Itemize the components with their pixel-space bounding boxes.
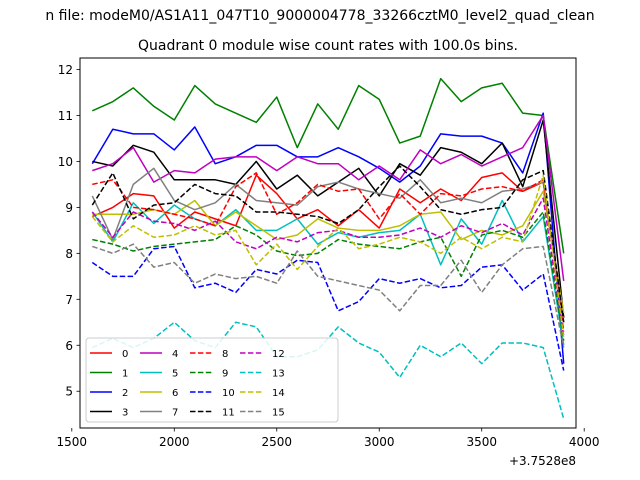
legend-label: 14 xyxy=(272,388,285,399)
x-tick-label: 1500 xyxy=(57,435,88,449)
legend-item-8: 8 xyxy=(190,349,228,360)
x-tick-label: 3000 xyxy=(364,435,395,449)
series-line-9 xyxy=(92,211,565,341)
series-line-5 xyxy=(91,199,565,346)
legend-item-4: 4 xyxy=(140,349,178,360)
series-line-4 xyxy=(92,114,565,282)
legend-label: 15 xyxy=(272,408,285,419)
legend-label: 0 xyxy=(122,349,128,360)
y-tick-label: 6 xyxy=(65,339,73,353)
legend-label: 6 xyxy=(172,388,178,399)
series-line-11 xyxy=(91,165,565,323)
legend-item-9: 9 xyxy=(190,369,228,380)
legend-item-6: 6 xyxy=(140,388,178,399)
y-axis: 5 6 7 8 9 10 11 12 xyxy=(58,63,80,399)
legend-item-13: 13 xyxy=(240,369,285,380)
legend-item-3: 3 xyxy=(90,408,128,419)
legend-item-0: 0 xyxy=(90,349,128,360)
legend-label: 12 xyxy=(272,349,285,360)
series-line-14 xyxy=(91,174,565,339)
plot-frame xyxy=(79,57,577,429)
y-tick-label: 8 xyxy=(65,247,73,261)
series-line-12 xyxy=(91,197,565,337)
y-tick-label: 10 xyxy=(58,155,73,169)
series-line-7 xyxy=(91,167,565,323)
legend-item-2: 2 xyxy=(90,388,128,399)
legend-label: 10 xyxy=(222,388,235,399)
x-offset-label: +3.7528e8 xyxy=(509,454,576,468)
series-line-3 xyxy=(92,119,565,318)
series-line-2 xyxy=(91,112,565,364)
legend-item-1: 1 xyxy=(90,369,128,380)
legend-label: 3 xyxy=(122,408,128,419)
legend-frame xyxy=(85,337,339,423)
legend-label: 4 xyxy=(172,349,178,360)
y-tick-label: 12 xyxy=(58,63,73,77)
legend-item-10: 10 xyxy=(190,388,235,399)
legend-item-11: 11 xyxy=(190,408,235,419)
legend-label: 1 xyxy=(122,369,128,380)
legend-label: 11 xyxy=(222,408,235,419)
legend-item-15: 15 xyxy=(240,408,285,419)
legend-label: 8 xyxy=(222,349,228,360)
series-line-10 xyxy=(91,245,565,371)
legend-label: 7 xyxy=(172,408,178,419)
legend-item-5: 5 xyxy=(140,369,178,380)
legend-item-12: 12 xyxy=(240,349,285,360)
y-tick-label: 7 xyxy=(65,293,73,307)
x-tick-label: 2000 xyxy=(159,435,190,449)
y-tick-label: 9 xyxy=(65,201,73,215)
legend-item-7: 7 xyxy=(140,408,178,419)
legend-item-14: 14 xyxy=(240,388,285,399)
legend-label: 2 xyxy=(122,388,128,399)
legend-label: 5 xyxy=(172,369,178,380)
x-axis: 1500 2000 2500 3000 3500 4000 xyxy=(57,428,600,449)
x-tick-label: 2500 xyxy=(261,435,292,449)
y-tick-label: 11 xyxy=(58,109,73,123)
legend-label: 13 xyxy=(272,369,285,380)
x-tick-label: 4000 xyxy=(569,435,600,449)
series-layer xyxy=(91,77,565,420)
series-line-1 xyxy=(91,77,565,254)
legend-label: 9 xyxy=(222,369,228,380)
series-line-15 xyxy=(92,243,565,348)
x-tick-label: 3500 xyxy=(466,435,497,449)
chart-title: Quadrant 0 module wise count rates with … xyxy=(138,38,518,54)
y-tick-label: 5 xyxy=(65,385,73,399)
series-line-8 xyxy=(92,172,565,332)
figure-suptitle: n file: modeM0/AS1A11_047T10_9000004778_… xyxy=(45,8,594,24)
